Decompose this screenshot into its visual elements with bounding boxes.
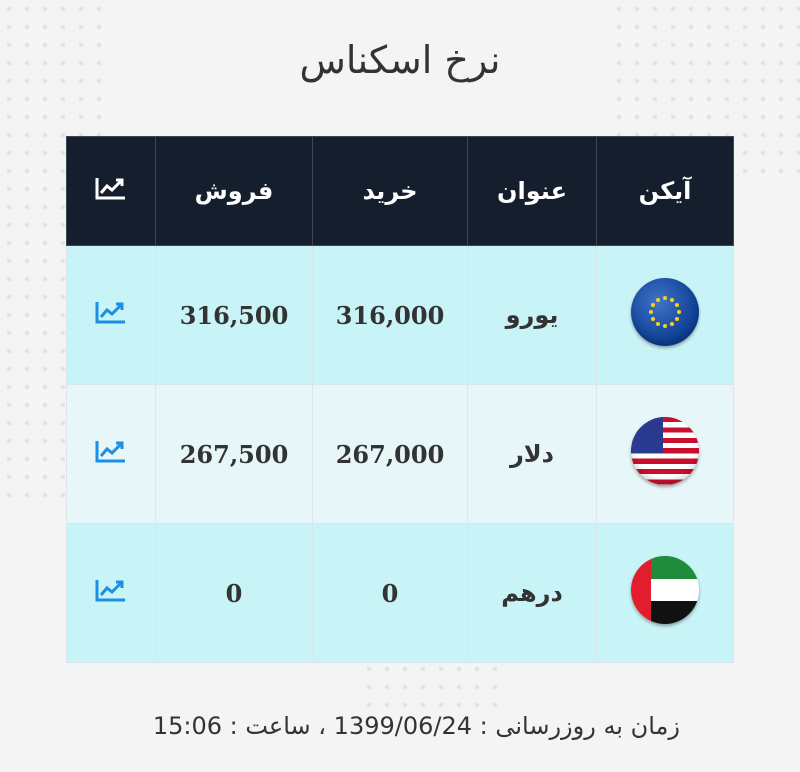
currency-name: درهم (467, 523, 597, 663)
eu-flag-icon (631, 278, 699, 346)
table-row: درهم 0 0 (66, 523, 734, 663)
flag-cell (596, 523, 734, 663)
header-name: عنوان (467, 136, 597, 246)
sell-price: 316,500 (155, 245, 313, 385)
table-row: دلار 267,000 267,500 (66, 384, 734, 524)
sell-price: 0 (155, 523, 313, 663)
buy-price: 0 (312, 523, 468, 663)
decorative-dots (360, 660, 500, 720)
chart-line-icon[interactable] (94, 438, 128, 464)
header-sell: فروش (155, 136, 313, 246)
chart-line-icon (95, 178, 125, 200)
chart-cell[interactable] (66, 523, 156, 663)
header-chart (66, 136, 156, 246)
us-flag-icon (631, 417, 699, 485)
update-time: زمان به روزرسانی : 1399/06/24 ، ساعت : 1… (152, 712, 680, 740)
chart-cell[interactable] (66, 384, 156, 524)
table-header-row: آیکن عنوان خرید فروش (66, 136, 734, 246)
page-title: نرخ اسکناس (299, 38, 501, 82)
chart-line-icon[interactable] (94, 299, 128, 325)
chart-line-icon[interactable] (94, 577, 128, 603)
currency-name: دلار (467, 384, 597, 524)
sell-price: 267,500 (155, 384, 313, 524)
header-buy: خرید (312, 136, 468, 246)
buy-price: 316,000 (312, 245, 468, 385)
chart-cell[interactable] (66, 245, 156, 385)
header-icon: آیکن (596, 136, 734, 246)
currency-name: یورو (467, 245, 597, 385)
table-row: یورو 316,000 316,500 (66, 245, 734, 385)
ae-flag-icon (631, 556, 699, 624)
flag-cell (596, 384, 734, 524)
exchange-rate-table: آیکن عنوان خرید فروش (66, 136, 734, 663)
flag-cell (596, 245, 734, 385)
buy-price: 267,000 (312, 384, 468, 524)
